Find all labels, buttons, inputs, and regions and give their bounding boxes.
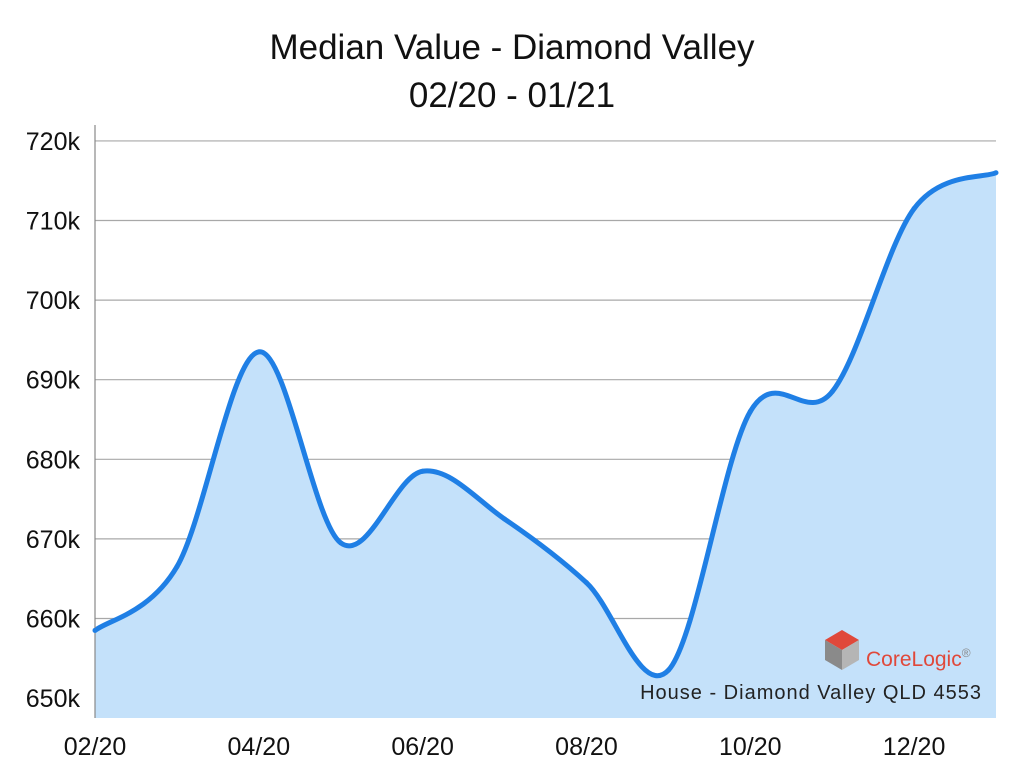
y-tick-label: 660k: [26, 606, 81, 634]
data-point: [420, 468, 426, 474]
data-point: [92, 627, 98, 633]
y-axis-ticks: 650k 660k 670k 680k 690k 700k 710k 720k: [26, 128, 81, 713]
x-tick-label: 08/20: [555, 733, 618, 761]
data-point: [993, 170, 999, 176]
y-tick-label: 710k: [26, 208, 81, 236]
x-tick-label: 04/20: [228, 733, 291, 761]
data-point: [338, 540, 344, 546]
y-tick-label: 700k: [26, 287, 81, 315]
data-point: [583, 580, 589, 586]
corelogic-logo: CoreLogic®: [825, 630, 971, 671]
x-tick-label: 06/20: [391, 733, 454, 761]
corelogic-trademark: ®: [962, 646, 971, 660]
corelogic-wordmark: CoreLogic®: [866, 646, 971, 671]
y-tick-label: 720k: [26, 128, 81, 156]
data-point: [502, 516, 508, 522]
area-fill: [95, 172, 996, 718]
x-tick-label: 10/20: [719, 733, 782, 761]
x-tick-label: 02/20: [64, 733, 127, 761]
series-line: [93, 170, 997, 679]
series-caption: House - Diamond Valley QLD 4553: [640, 682, 982, 704]
x-axis-ticks: 02/20 04/20 06/20 08/20 10/20 12/20: [64, 733, 946, 761]
corelogic-brand-text: CoreLogic: [866, 648, 962, 671]
data-point: [256, 349, 262, 355]
y-tick-label: 670k: [26, 526, 81, 554]
corelogic-cube-icon: [825, 630, 859, 670]
chart-title: Median Value - Diamond Valley: [269, 28, 755, 67]
data-point: [665, 667, 671, 673]
y-tick-label: 690k: [26, 367, 81, 395]
y-tick-label: 680k: [26, 446, 81, 474]
chart-subtitle: 02/20 - 01/21: [408, 76, 616, 115]
y-tick-label: 650k: [26, 685, 81, 713]
data-point: [911, 206, 917, 212]
data-point: [747, 409, 753, 415]
x-tick-label: 12/20: [883, 733, 946, 761]
data-point: [174, 564, 180, 570]
data-points: [92, 170, 999, 673]
data-point: [829, 389, 835, 395]
